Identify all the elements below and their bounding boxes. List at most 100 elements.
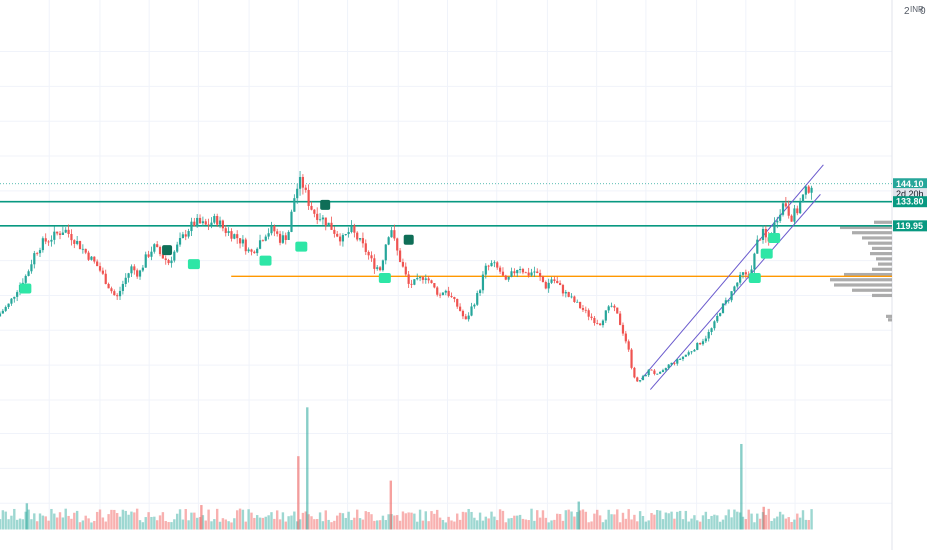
volume-bar [238,508,242,530]
candle-body [656,373,659,375]
volume-bar [724,515,728,530]
volume-bar [598,515,602,530]
candle-body [684,354,687,357]
profile-bar [852,288,892,292]
candle-body [30,264,33,272]
candle-body [150,251,153,257]
profile-bar [872,293,892,298]
candle-body [58,233,62,235]
volume-bar [558,513,562,530]
candle-body [244,239,247,252]
volume-bar [353,517,356,530]
volume-bar [416,521,419,530]
candle-body [776,220,779,223]
volume-bar [15,519,19,530]
volume-bar [370,514,373,530]
volume-bar [224,519,227,530]
volume-bar [781,514,785,530]
volume-bar [684,510,688,530]
candle-body [318,219,322,221]
candle-body [64,229,67,233]
candle-body [644,375,647,377]
dz-marker [768,232,781,243]
volume-bar [18,518,22,530]
volume-bar [387,514,390,530]
volume-bar [753,522,756,530]
candle-body [36,253,39,254]
volume-bar [647,520,650,530]
candle-body [41,238,44,251]
volume-bar [490,511,493,530]
candle-body [659,371,662,374]
price-tags: 144.10 2d 20h 133.80 119.95 [893,178,927,232]
candle-body [47,241,50,243]
candle-body [807,186,810,193]
volume-bar [350,520,353,530]
current-price-label: 144.10 [896,179,924,189]
candle-body [81,248,84,250]
candle-body [444,290,447,293]
candle-body [401,261,405,267]
volume-bar [175,513,179,530]
volume-bar [213,519,216,530]
volume-bar [113,509,116,530]
candle-body [727,300,730,302]
candle-body [133,266,136,271]
volume-spike [25,503,29,530]
volume-bar [193,512,196,530]
volume-bar [790,522,793,530]
candle-body [570,296,573,298]
volume-bar [33,513,36,530]
candle-body [593,317,596,324]
candle-body [213,216,216,223]
candle-body [464,316,467,320]
volume-bar [1,510,5,530]
volume-bar [336,515,339,530]
volume-bar [318,512,322,530]
candle-body [276,231,279,234]
volume-bar [241,509,245,530]
candle-body [250,249,253,252]
volume-bar [667,513,670,530]
candle-body [181,234,184,239]
volume-bar [673,518,676,530]
candle-body [281,235,285,243]
candle-body [764,228,767,238]
candle-body [687,352,690,355]
profile-bar [862,236,892,240]
volume-bar [521,518,525,530]
volume-spike [577,501,580,530]
resistance-tag [893,196,927,208]
volume-bar [527,520,530,530]
profile-bar [868,241,892,245]
volume-bar [161,512,165,530]
volume-bar [693,515,696,530]
candle-body [127,273,130,278]
volume-bar [624,518,628,530]
candle-body [790,215,793,222]
candle-body [178,238,182,245]
candle-body [576,301,579,303]
profile-bar [840,225,892,230]
candle-body [104,273,107,284]
volume-bar [127,514,130,530]
candle-body [533,271,536,273]
volume-bar [147,512,150,530]
volume-bar [278,519,282,530]
candle-body [516,269,519,274]
volume-bar [110,509,113,530]
candle-body [613,305,616,308]
candle-body [336,233,339,237]
volume-bar [393,515,396,530]
dz-marker [295,241,308,252]
volume-bar [447,516,450,530]
candle-body [301,176,305,188]
candle-body [690,351,693,353]
candle-body [630,349,633,368]
candle-body [338,236,342,242]
candle-body [224,228,227,233]
volume-bar [7,519,10,530]
volume-bar [481,520,485,530]
volume-bar [298,519,302,530]
